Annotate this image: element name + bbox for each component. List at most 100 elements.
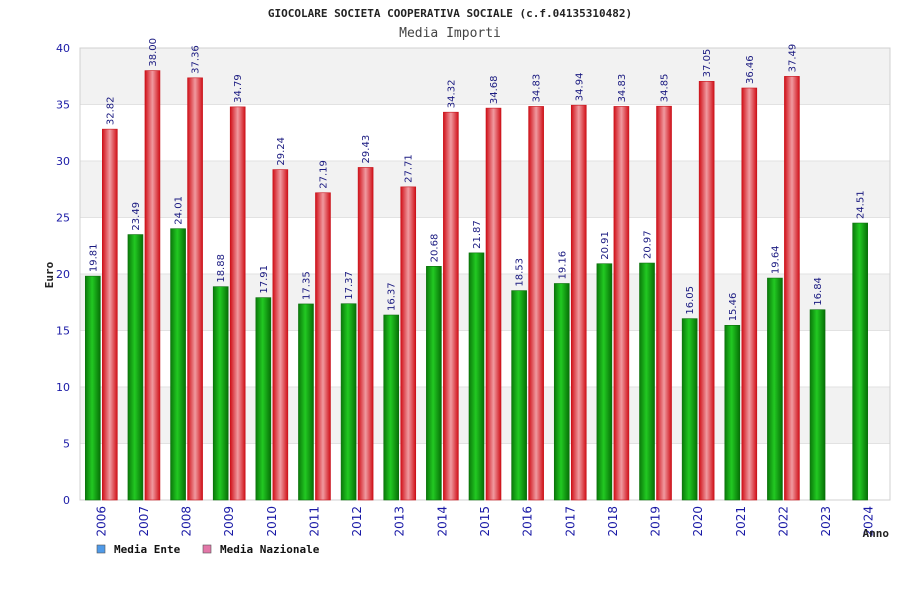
bar-media-ente <box>724 325 741 501</box>
y-tick-label: 5 <box>63 438 70 451</box>
bar-media-nazionale <box>613 106 630 501</box>
bar-media-ente <box>212 286 229 501</box>
x-tick-label: 2013 <box>393 506 407 537</box>
value-label: 24.01 <box>174 196 185 225</box>
value-label: 37.49 <box>787 44 798 73</box>
y-axis-label: Euro <box>43 261 56 288</box>
bar-media-nazionale <box>102 128 118 501</box>
value-label: 29.24 <box>276 137 287 166</box>
value-label: 37.36 <box>191 45 202 74</box>
value-label: 16.37 <box>387 282 398 311</box>
bar-media-ente <box>255 297 272 501</box>
bar-media-ente <box>340 303 357 501</box>
legend: Media Ente Media Nazionale <box>96 543 320 556</box>
x-tick-label: 2008 <box>180 506 194 537</box>
x-tick-label: 2011 <box>307 506 321 537</box>
value-label: 17.37 <box>344 271 355 300</box>
value-label: 27.19 <box>318 160 329 189</box>
y-tick-label: 20 <box>56 268 70 281</box>
y-tick-label: 10 <box>56 381 70 394</box>
x-tick-label: 2010 <box>265 506 279 537</box>
bar-media-ente <box>170 228 186 501</box>
bar-media-ente <box>596 263 613 501</box>
bar-media-nazionale <box>698 81 715 501</box>
bar-media-ente <box>511 290 527 501</box>
bar-media-nazionale <box>485 107 502 501</box>
bar-media-nazionale <box>528 106 544 501</box>
value-label: 19.81 <box>88 244 99 273</box>
value-label: 34.83 <box>532 74 543 103</box>
value-label: 21.87 <box>472 220 483 249</box>
x-tick-label: 2019 <box>649 506 663 537</box>
value-label: 17.35 <box>301 271 312 300</box>
value-label: 20.68 <box>429 234 440 263</box>
bar-media-nazionale <box>784 76 800 501</box>
value-label: 37.05 <box>702 49 713 78</box>
y-tick-label: 25 <box>56 212 70 225</box>
value-label: 34.94 <box>574 73 585 102</box>
x-tick-label: 2018 <box>606 506 620 537</box>
plot-frame <box>79 47 891 501</box>
value-label: 24.51 <box>856 190 867 219</box>
x-tick-label: 2024 <box>862 506 876 537</box>
x-tick-label: 2014 <box>435 506 449 537</box>
bars <box>85 70 868 501</box>
x-axis: 2006 2007 2008 2009 2010 2011 2012 2013 2014 2015… <box>94 506 875 537</box>
bar-media-ente <box>127 234 144 501</box>
value-label: 16.05 <box>685 286 696 315</box>
value-label: 20.97 <box>643 230 654 259</box>
value-label: 27.71 <box>404 154 415 183</box>
y-axis: 0 5 10 15 20 25 30 35 40 <box>56 42 70 507</box>
x-tick-label: 2017 <box>563 506 577 537</box>
y-tick-label: 40 <box>56 42 70 55</box>
value-label: 18.53 <box>515 258 526 287</box>
bar-media-nazionale <box>144 70 161 501</box>
value-label: 34.83 <box>617 74 628 103</box>
bar-media-ente <box>553 283 570 501</box>
value-label: 34.68 <box>489 75 500 104</box>
value-label: 19.16 <box>557 251 568 280</box>
value-label: 34.85 <box>660 74 671 103</box>
value-labels: 19.81 23.49 24.01 18.88 17.91 17.35 17.37 16.37… <box>88 38 866 321</box>
value-label: 29.43 <box>361 135 372 164</box>
value-label: 17.91 <box>259 265 270 294</box>
bar-media-ente <box>468 252 485 501</box>
x-tick-label: 2009 <box>222 506 236 537</box>
bar-media-nazionale <box>357 167 374 501</box>
value-label: 38.00 <box>148 38 159 67</box>
bar-media-nazionale <box>570 104 587 501</box>
bar-media-nazionale <box>272 169 289 501</box>
x-tick-label: 2023 <box>819 506 833 537</box>
x-tick-label: 2021 <box>734 506 748 537</box>
bar-media-ente <box>681 318 698 501</box>
bar-media-nazionale <box>400 186 417 501</box>
y-tick-label: 15 <box>56 325 70 338</box>
value-label: 20.91 <box>600 231 611 260</box>
bar-media-ente <box>383 314 400 501</box>
y-tick-label: 35 <box>56 99 70 112</box>
value-label: 19.64 <box>770 245 781 274</box>
x-tick-label: 2006 <box>94 506 108 537</box>
value-label: 18.88 <box>216 254 227 283</box>
value-label: 16.84 <box>813 277 824 306</box>
chart-title: GIOCOLARE SOCIETA COOPERATIVA SOCIALE (c… <box>268 7 632 20</box>
bar-media-nazionale <box>187 77 203 501</box>
bar-media-ente <box>426 266 442 501</box>
value-label: 36.46 <box>745 55 756 84</box>
chart-subtitle: Media Importi <box>399 26 501 41</box>
value-label: 34.32 <box>446 80 457 109</box>
x-axis-label: Anno <box>863 527 890 540</box>
x-tick-label: 2007 <box>137 506 151 537</box>
legend-swatch <box>96 544 106 554</box>
x-tick-label: 2012 <box>350 506 364 537</box>
bar-media-ente <box>809 309 826 501</box>
bar-media-nazionale <box>741 87 758 501</box>
bar-media-nazionale <box>229 106 246 501</box>
value-label: 23.49 <box>131 202 142 231</box>
legend-label: Media Nazionale <box>220 543 320 556</box>
legend-swatch <box>202 544 212 554</box>
x-tick-label: 2015 <box>478 506 492 537</box>
bar-media-nazionale <box>315 192 331 501</box>
value-label: 34.79 <box>233 74 244 103</box>
